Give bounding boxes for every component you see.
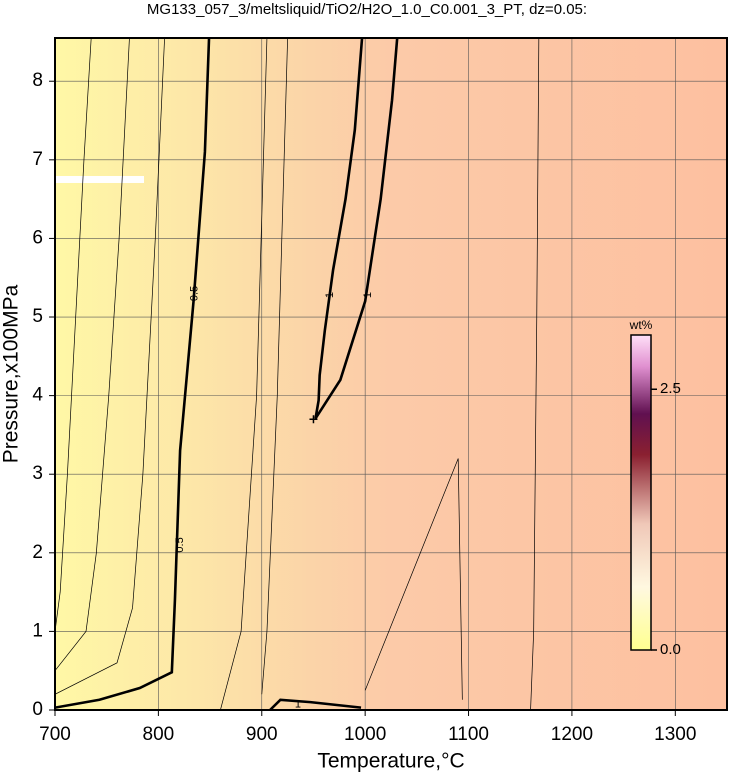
y-tick-label: 5 [32, 306, 43, 327]
y-tick-label: 6 [32, 227, 43, 248]
colorbar-tick-label: 2.5 [660, 380, 681, 397]
x-tick-label: 1000 [344, 724, 386, 745]
y-axis-label: Pressure,x100MPa [0, 284, 23, 463]
x-tick-label: 700 [39, 724, 71, 745]
contour-label: 1 [362, 292, 374, 298]
colorbar-label: wt% [629, 318, 653, 332]
y-tick-label: 0 [32, 699, 43, 720]
contour-label: 1 [324, 292, 336, 298]
y-tick-label: 3 [32, 463, 43, 484]
white-bar [55, 176, 144, 183]
contour-line [55, 38, 211, 709]
chart-title: MG133_057_3/meltsliquid/TiO2/H2O_1.0_C0.… [147, 1, 587, 18]
contour-line [314, 38, 399, 420]
y-tick-label: 2 [32, 542, 43, 563]
contour-line [364, 458, 463, 700]
plot-frame [54, 37, 728, 711]
y-tick-label: 1 [32, 620, 43, 641]
contour-line [55, 38, 92, 632]
contour-label: 1 [295, 698, 301, 710]
colorbar [630, 334, 652, 651]
x-tick-label: 1300 [654, 724, 696, 745]
contour-line [261, 38, 288, 695]
x-axis-label: Temperature,°C [317, 750, 464, 773]
contour-line [269, 698, 362, 710]
contour-line [55, 38, 165, 695]
contour-label: 0.5 [188, 286, 200, 301]
overlay: 0.5 0.5 1 1 1 [174, 286, 374, 711]
field [55, 38, 727, 710]
contour-line [55, 38, 130, 671]
contour-label: 0.5 [174, 537, 186, 552]
contour-line [530, 38, 540, 710]
y-tick-label: 4 [32, 385, 43, 406]
x-tick-label: 800 [143, 724, 175, 745]
x-tick-label: 1100 [448, 724, 489, 745]
colorbar-tick-label: 0.0 [660, 641, 681, 658]
y-tick-label: 7 [32, 149, 43, 170]
point-marker [309, 415, 318, 424]
contour-line [220, 38, 268, 710]
x-tick-label: 900 [246, 724, 278, 745]
grid [54, 38, 727, 711]
contours [55, 38, 540, 710]
x-tick-label: 1200 [551, 724, 593, 745]
y-tick-label: 8 [32, 70, 43, 91]
